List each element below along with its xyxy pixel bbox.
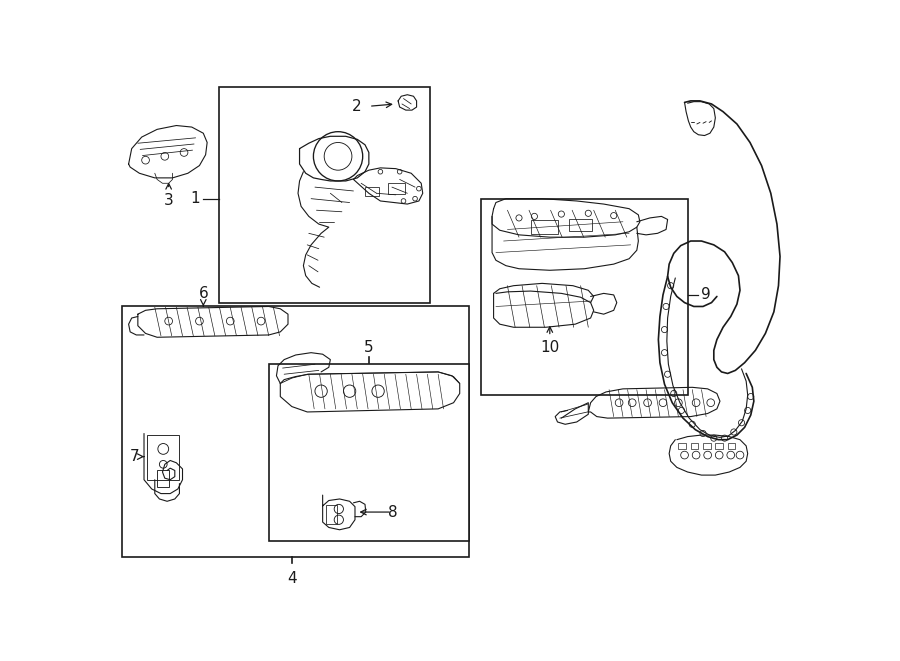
Text: 5: 5 [364, 340, 374, 355]
Text: 3: 3 [164, 193, 174, 208]
Bar [530, 220, 557, 234]
Text: 7: 7 [130, 449, 140, 464]
Bar [716, 443, 723, 449]
Bar [728, 443, 735, 449]
Bar [365, 187, 379, 196]
Text: 10: 10 [540, 340, 560, 354]
Text: 1: 1 [190, 191, 200, 206]
Bar [326, 505, 337, 524]
Text: 4: 4 [287, 570, 297, 586]
Bar [388, 183, 405, 194]
Text: 9: 9 [701, 288, 711, 303]
Text: 8: 8 [389, 504, 398, 520]
Bar [569, 219, 592, 231]
Bar [147, 435, 179, 480]
Text: 2: 2 [352, 98, 361, 114]
Bar [269, 364, 469, 541]
Bar [679, 443, 686, 449]
Bar [703, 443, 711, 449]
Bar [122, 307, 469, 557]
Bar [690, 443, 698, 449]
Text: 6: 6 [198, 286, 208, 301]
Bar [219, 87, 430, 303]
Bar [481, 199, 688, 395]
Bar [158, 471, 169, 487]
